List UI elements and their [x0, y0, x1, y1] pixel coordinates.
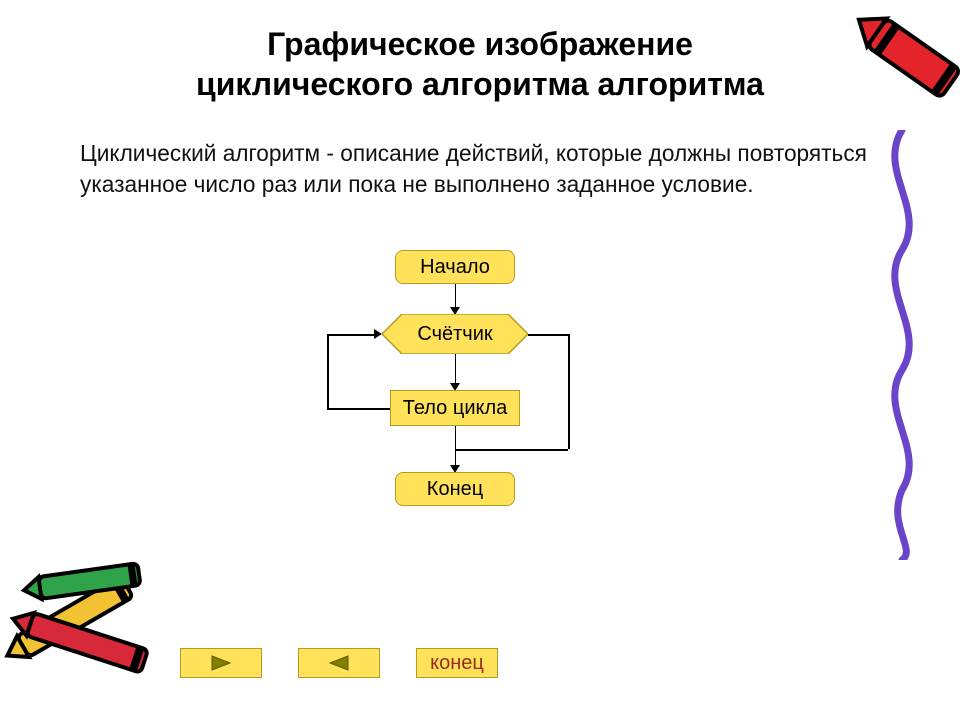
triangle-right-icon	[210, 654, 232, 672]
slide-description: Циклический алгоритм - описание действий…	[80, 138, 890, 199]
edge	[327, 334, 376, 336]
flow-node-label: Счётчик	[382, 314, 528, 354]
slide-title: Графическое изображение циклического алг…	[0, 24, 960, 104]
crayons-bottom-left	[0, 545, 170, 695]
edge	[455, 426, 457, 466]
edge	[568, 334, 570, 449]
nav-back-button[interactable]	[298, 648, 380, 678]
flow-node-end: Конец	[395, 472, 515, 506]
edge	[528, 334, 568, 336]
nav-forward-button[interactable]	[180, 648, 262, 678]
triangle-left-icon	[328, 654, 350, 672]
edge	[327, 334, 329, 408]
flowchart: Начало Счётчик Тело цикла Конец	[300, 250, 640, 560]
title-line-2: циклического алгоритма алгоритма	[196, 66, 764, 102]
edge	[455, 354, 457, 384]
flow-node-start: Начало	[395, 250, 515, 284]
nav-end-button[interactable]: конец	[416, 648, 498, 678]
flow-node-body: Тело цикла	[390, 390, 520, 426]
nav-bar: конец	[180, 648, 498, 678]
edge	[455, 449, 568, 451]
edge	[455, 284, 457, 308]
title-line-1: Графическое изображение	[267, 26, 693, 62]
arrowhead-right-icon	[374, 329, 382, 339]
nav-end-label: конец	[430, 652, 484, 675]
edge	[327, 408, 390, 410]
